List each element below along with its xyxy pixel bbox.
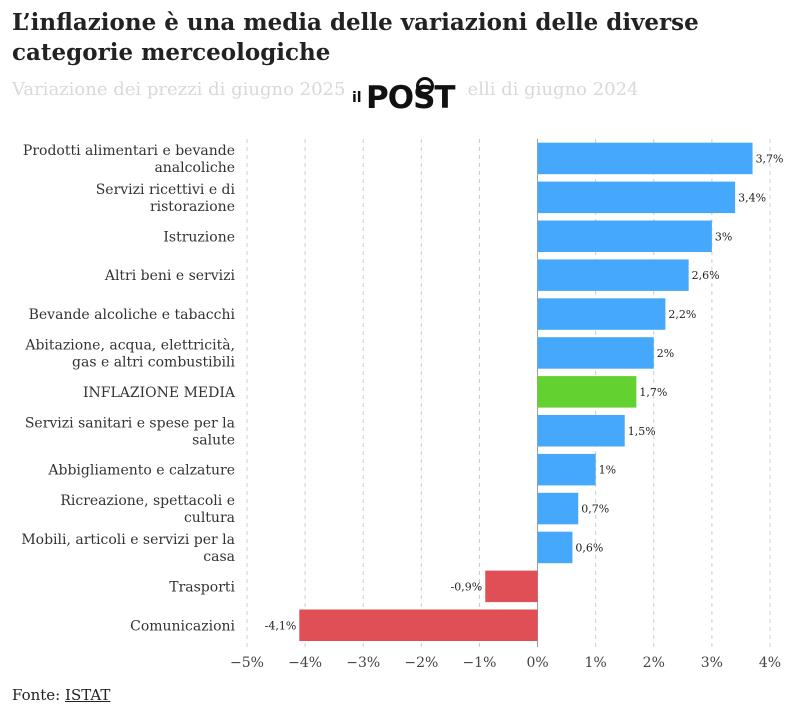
category-label: Mobili, articoli e servizi per la casa bbox=[21, 532, 235, 565]
value-label: 1% bbox=[599, 464, 616, 477]
value-label: 2,2% bbox=[668, 308, 696, 321]
logo-ring-icon bbox=[416, 77, 434, 95]
category-label-line: Servizi ricettivi e di bbox=[96, 182, 236, 198]
x-tick-label: 2% bbox=[643, 655, 665, 671]
category-label-line: Prodotti alimentari e bevande bbox=[23, 143, 235, 159]
category-label: INFLAZIONE MEDIA bbox=[83, 385, 236, 401]
bar bbox=[299, 609, 538, 641]
bar bbox=[537, 142, 753, 175]
chart-title: L’inflazione è una media delle variazion… bbox=[12, 9, 699, 66]
bar bbox=[537, 298, 666, 330]
category-label-line: Istruzione bbox=[163, 229, 235, 245]
value-label: 2,6% bbox=[692, 269, 720, 282]
category-label-line: Abitazione, acqua, elettricità, bbox=[24, 336, 235, 353]
category-label: Trasporti bbox=[169, 579, 235, 595]
source-prefix: Fonte: bbox=[12, 686, 61, 704]
value-label: -0,9% bbox=[451, 580, 483, 593]
bar bbox=[537, 220, 712, 252]
source-note: Fonte: ISTAT bbox=[12, 686, 110, 704]
category-label: Servizi sanitari e spese per la salute bbox=[25, 415, 235, 448]
value-label: 3,4% bbox=[738, 191, 766, 204]
category-label-line: INFLAZIONE MEDIA bbox=[83, 385, 236, 401]
source-link[interactable]: ISTAT bbox=[65, 686, 111, 704]
x-tick-label: −1% bbox=[462, 655, 496, 671]
category-label: Comunicazioni bbox=[130, 618, 235, 634]
category-label: Altri beni e servizi bbox=[104, 268, 236, 284]
bar bbox=[537, 415, 625, 447]
x-tick-label: −5% bbox=[230, 655, 264, 671]
logo-il: il bbox=[352, 90, 362, 106]
bar bbox=[537, 259, 689, 291]
x-tick-label: 0% bbox=[526, 655, 548, 671]
category-label: Servizi ricettivi e di ristorazione bbox=[96, 182, 236, 215]
category-label-line: Bevande alcoliche e tabacchi bbox=[29, 307, 236, 323]
value-label: 0,6% bbox=[575, 541, 603, 554]
category-label-line: Trasporti bbox=[169, 579, 235, 595]
category-label-line: Mobili, articoli e servizi per la bbox=[21, 532, 235, 548]
x-tick-label: −4% bbox=[288, 655, 322, 671]
logo-post: POST bbox=[366, 80, 456, 116]
bar bbox=[537, 531, 573, 564]
bar bbox=[485, 570, 538, 603]
il-post-logo: il POST bbox=[350, 76, 466, 116]
category-label-line: Altri beni e servizi bbox=[104, 268, 236, 284]
category-label: Abbigliamento e calzature bbox=[47, 463, 235, 479]
category-label: Istruzione bbox=[163, 229, 235, 245]
x-tick-label: −2% bbox=[404, 655, 438, 671]
x-tick-label: −3% bbox=[346, 655, 380, 671]
category-label-line: analcoliche bbox=[154, 160, 235, 176]
category-label-line: casa bbox=[203, 549, 235, 565]
chart-subtitle: Variazione dei prezzi di giugno 2025 ris… bbox=[12, 79, 639, 100]
bar bbox=[537, 181, 736, 214]
category-label-line: Abbigliamento e calzature bbox=[47, 463, 235, 479]
category-label: Ricreazione, spettacoli e cultura bbox=[60, 493, 235, 526]
value-label: 2% bbox=[657, 347, 674, 360]
bar bbox=[537, 376, 637, 408]
value-label: 0,7% bbox=[581, 503, 609, 516]
bar bbox=[537, 337, 654, 369]
value-label: 3% bbox=[715, 230, 732, 243]
x-tick-label: 1% bbox=[585, 655, 607, 671]
category-label-line: salute bbox=[192, 432, 235, 448]
value-label: -4,1% bbox=[265, 619, 297, 632]
category-label-line: gas e altri combustibili bbox=[72, 354, 235, 370]
category-label-line: Comunicazioni bbox=[130, 618, 235, 634]
category-label: Abitazione, acqua, elettricità, gas e alt… bbox=[24, 336, 235, 370]
bar bbox=[537, 453, 596, 486]
bar bbox=[537, 492, 579, 525]
category-label-line: ristorazione bbox=[150, 199, 235, 215]
bar-chart: −5% −4% −3% −2% −1% 0% 1% 2% 3% 4% 3,7% Prodotti al… bbox=[21, 139, 784, 671]
value-label: 3,7% bbox=[756, 152, 784, 165]
category-label: Prodotti alimentari e bevande analcoliche bbox=[23, 143, 235, 176]
category-label: Bevande alcoliche e tabacchi bbox=[29, 307, 236, 323]
category-label-line: Ricreazione, spettacoli e bbox=[60, 493, 235, 509]
value-label: 1,5% bbox=[628, 425, 656, 438]
value-label: 1,7% bbox=[639, 386, 667, 399]
category-label-line: Servizi sanitari e spese per la bbox=[25, 415, 235, 431]
x-tick-label: 3% bbox=[701, 655, 723, 671]
category-label-line: cultura bbox=[184, 510, 235, 526]
x-tick-label: 4% bbox=[759, 655, 781, 671]
